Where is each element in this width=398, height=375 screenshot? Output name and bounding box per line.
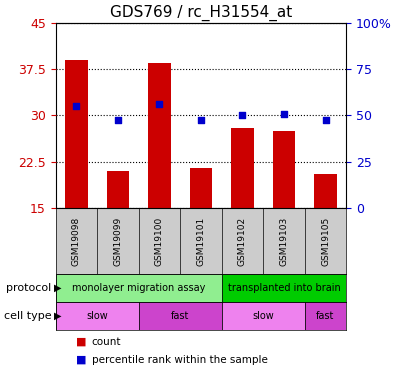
Bar — [56, 274, 222, 302]
Point — [198, 117, 204, 123]
Point — [156, 101, 163, 107]
Bar — [107, 171, 129, 208]
Text: GSM19103: GSM19103 — [279, 216, 289, 266]
Text: GSM19102: GSM19102 — [238, 216, 247, 266]
Text: ▶: ▶ — [54, 283, 61, 293]
Text: GSM19098: GSM19098 — [72, 216, 81, 266]
Text: fast: fast — [171, 311, 189, 321]
Bar — [139, 302, 222, 330]
Text: slow: slow — [86, 311, 108, 321]
Bar — [273, 131, 295, 208]
Text: transplanted into brain: transplanted into brain — [228, 283, 340, 293]
Text: percentile rank within the sample: percentile rank within the sample — [92, 355, 267, 365]
Bar — [231, 128, 254, 208]
Text: slow: slow — [252, 311, 274, 321]
Bar — [189, 168, 213, 208]
Text: count: count — [92, 336, 121, 346]
Point — [322, 117, 329, 123]
Text: GSM19099: GSM19099 — [113, 216, 123, 266]
Text: GSM19101: GSM19101 — [197, 216, 205, 266]
Text: GSM19105: GSM19105 — [321, 216, 330, 266]
Text: protocol: protocol — [6, 283, 52, 293]
Bar — [314, 174, 337, 208]
Title: GDS769 / rc_H31554_at: GDS769 / rc_H31554_at — [110, 5, 292, 21]
Text: ■: ■ — [76, 336, 86, 346]
Point — [115, 117, 121, 123]
Bar — [222, 302, 305, 330]
Point — [281, 111, 287, 117]
Bar — [65, 60, 88, 208]
Bar — [148, 63, 171, 208]
Text: GSM19100: GSM19100 — [155, 216, 164, 266]
Text: ■: ■ — [76, 355, 86, 365]
Point — [73, 103, 80, 109]
Text: ▶: ▶ — [54, 311, 61, 321]
Text: fast: fast — [316, 311, 335, 321]
Text: monolayer migration assay: monolayer migration assay — [72, 283, 205, 293]
Bar — [222, 274, 346, 302]
Point — [239, 112, 246, 118]
Bar — [305, 302, 346, 330]
Bar — [56, 302, 139, 330]
Text: cell type: cell type — [4, 311, 52, 321]
